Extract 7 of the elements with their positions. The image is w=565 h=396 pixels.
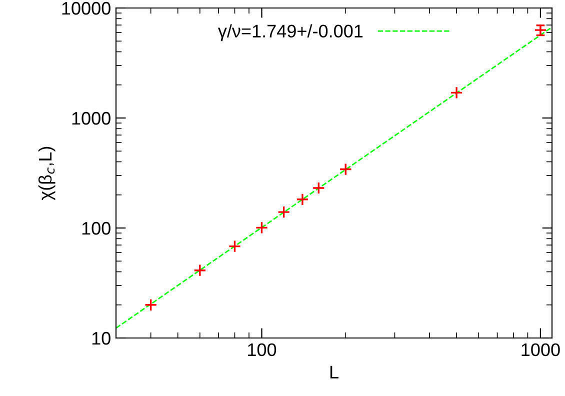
legend-label: γ/ν=1.749+/-0.001: [218, 24, 363, 42]
y-tick-label: 10000: [62, 2, 110, 15]
y-tick-label: 10: [92, 332, 110, 345]
y-tick-label: 1000: [72, 112, 110, 125]
y-tick-label: 100: [82, 222, 110, 235]
x-axis-title: L: [330, 366, 338, 378]
y-axis-title: χ(β$_{c}$,L): [38, 146, 56, 200]
